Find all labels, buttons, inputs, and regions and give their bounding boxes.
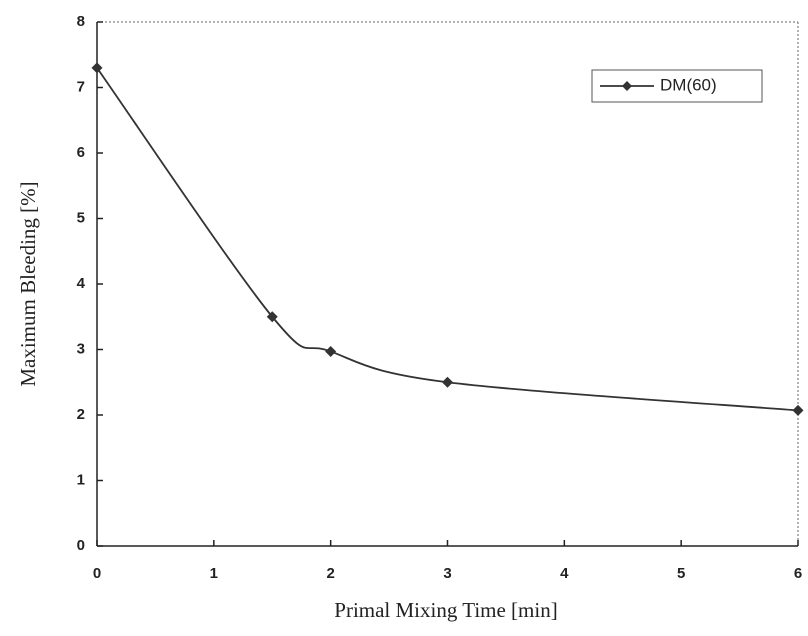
y-tick-label: 5 — [77, 209, 85, 226]
x-tick-label: 3 — [443, 565, 451, 582]
y-tick-label: 6 — [77, 144, 85, 161]
x-tick-label: 2 — [326, 565, 334, 582]
x-axis-title: Primal Mixing Time [min] — [334, 598, 557, 622]
y-tick-label: 7 — [77, 78, 85, 95]
y-tick-label: 3 — [77, 340, 85, 357]
x-tick-label: 6 — [794, 565, 802, 582]
data-point — [266, 311, 278, 323]
data-point — [325, 345, 337, 357]
y-axis-title: Maximum Bleeding [%] — [16, 181, 40, 386]
y-tick-label: 8 — [77, 13, 85, 30]
y-tick-label: 2 — [77, 406, 85, 423]
x-tick-label: 0 — [93, 565, 101, 582]
data-point — [442, 376, 453, 388]
x-tick-label: 4 — [560, 565, 569, 582]
data-point — [792, 404, 804, 416]
x-tick-label: 5 — [677, 565, 685, 582]
x-tick-label: 1 — [210, 565, 218, 582]
legend-label: DM(60) — [660, 75, 717, 94]
y-tick-label: 0 — [77, 537, 85, 554]
y-tick-label: 1 — [77, 471, 85, 488]
legend-marker — [622, 81, 632, 91]
data-point — [91, 62, 103, 74]
y-tick-label: 4 — [77, 275, 86, 292]
